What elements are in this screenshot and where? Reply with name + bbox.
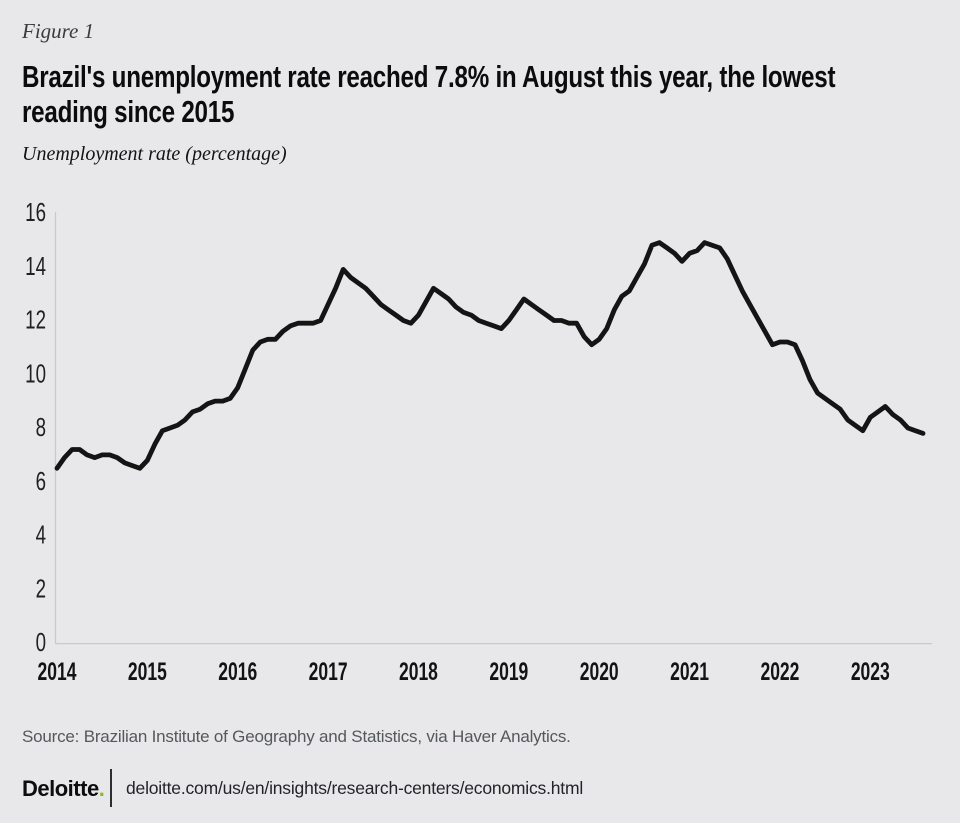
x-tick-label: 2023 — [851, 657, 890, 686]
x-tick-label: 2014 — [38, 657, 77, 686]
y-tick-label: 12 — [25, 304, 46, 334]
footer: Deloitte. deloitte.com/us/en/insights/re… — [22, 768, 742, 808]
y-tick-label: 2 — [36, 573, 46, 603]
figure-label: Figure 1 — [22, 19, 95, 43]
deloitte-logo: Deloitte. — [22, 776, 105, 802]
chart-subtitle: Unemployment rate (percentage) — [22, 143, 287, 165]
footer-url: deloitte.com/us/en/insights/research-cen… — [126, 778, 584, 798]
y-tick-label: 14 — [25, 251, 46, 281]
y-tick-label: 8 — [36, 412, 46, 442]
x-tick-label: 2021 — [670, 657, 709, 686]
x-tick-label: 2022 — [760, 657, 799, 686]
x-tick-label: 2016 — [218, 657, 257, 686]
x-tick-label: 2018 — [399, 657, 438, 686]
y-tick-label: 16 — [25, 197, 46, 227]
y-tick-label: 4 — [36, 519, 46, 549]
footer-divider — [110, 769, 112, 807]
x-axis: 2014 2015 2016 2017 2018 2019 2020 2021 2022 2023 — [38, 642, 932, 686]
x-tick-label: 2019 — [489, 657, 528, 686]
x-tick-label: 2017 — [309, 657, 348, 686]
y-axis: 0 2 4 6 8 10 12 14 16 — [25, 197, 57, 657]
y-tick-label: 10 — [25, 358, 46, 388]
y-tick-label: 0 — [36, 627, 46, 657]
source-note: Source: Brazilian Institute of Geography… — [22, 727, 571, 746]
chart-title: Brazil's unemployment rate reached 7.8% … — [22, 59, 942, 129]
deloitte-green-dot: . — [98, 776, 105, 801]
chart-title-line2: reading since 2015 — [22, 94, 235, 129]
y-tick-label: 6 — [36, 466, 46, 496]
deloitte-wordmark: Deloitte — [22, 776, 99, 801]
x-tick-label: 2015 — [128, 657, 167, 686]
x-tick-label: 2020 — [580, 657, 619, 686]
chart-title-line1: Brazil's unemployment rate reached 7.8% … — [22, 59, 836, 94]
unemployment-line — [54, 240, 926, 471]
